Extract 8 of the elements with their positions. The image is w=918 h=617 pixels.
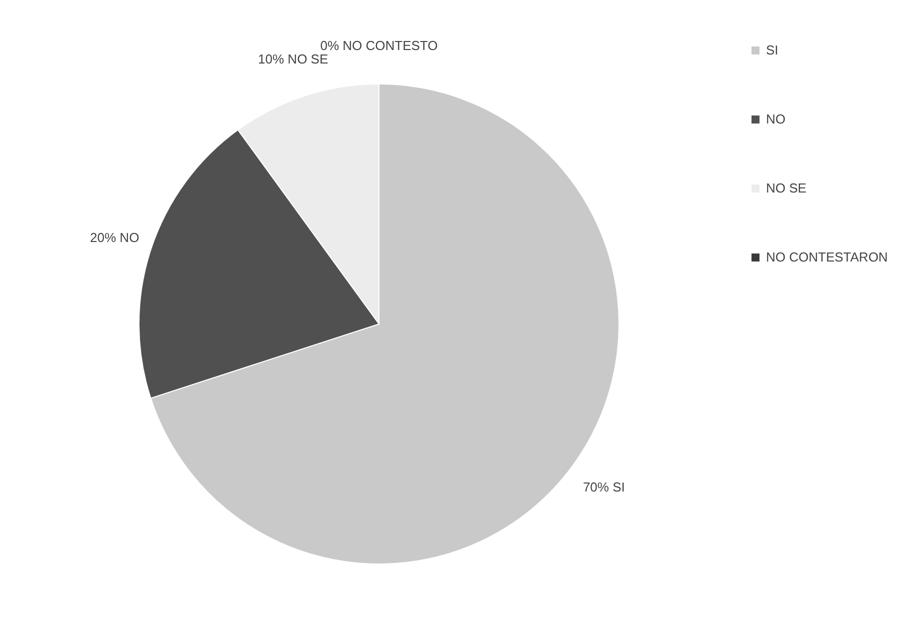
legend-label: NO SE [766,180,807,196]
legend-label: NO [766,112,786,126]
text: 0% NO CONTESTO [320,38,438,53]
legend-label: NO CONTESTARON [766,250,888,264]
data-label: 20% NO [90,230,140,246]
data-label: 10% NO SE [258,52,328,67]
data-label: 70% SI [582,479,625,494]
legend-label: SI [766,42,778,58]
